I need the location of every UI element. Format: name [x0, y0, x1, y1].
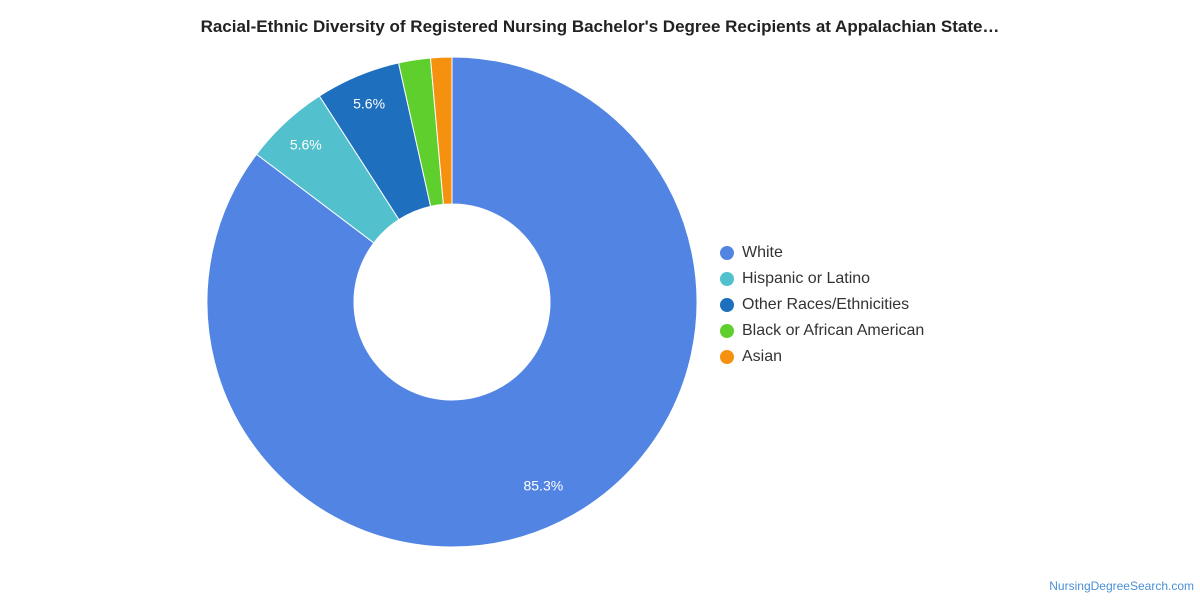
data-label: 5.6%	[290, 136, 322, 152]
legend-swatch	[720, 350, 734, 364]
legend-item[interactable]: Other Races/Ethnicities	[720, 292, 924, 318]
legend-label: White	[742, 244, 783, 261]
chart-title: Racial-Ethnic Diversity of Registered Nu…	[200, 17, 1000, 36]
legend-swatch	[720, 324, 734, 338]
legend-label: Hispanic or Latino	[742, 270, 871, 287]
legend-label: Other Races/Ethnicities	[742, 296, 910, 313]
legend-item[interactable]: Black or African American	[720, 318, 924, 344]
legend-label: Asian	[742, 348, 783, 365]
legend-swatch	[720, 298, 734, 312]
chart-legend: White Hispanic or Latino Other Races/Ethni…	[720, 240, 924, 370]
legend-item[interactable]: Asian	[720, 344, 924, 370]
slice-white[interactable]	[206, 56, 698, 548]
legend-item[interactable]: Hispanic or Latino	[720, 266, 924, 292]
data-label: 5.6%	[353, 96, 385, 112]
slice-asian[interactable]	[429, 56, 453, 205]
legend-swatch	[720, 272, 734, 286]
legend-label: Black or African American	[742, 322, 925, 339]
data-label: 85.3%	[523, 478, 563, 494]
source-watermark[interactable]: NursingDegreeSearch.com	[1049, 579, 1194, 593]
legend-item[interactable]: White	[720, 240, 924, 266]
legend-swatch	[720, 246, 734, 260]
